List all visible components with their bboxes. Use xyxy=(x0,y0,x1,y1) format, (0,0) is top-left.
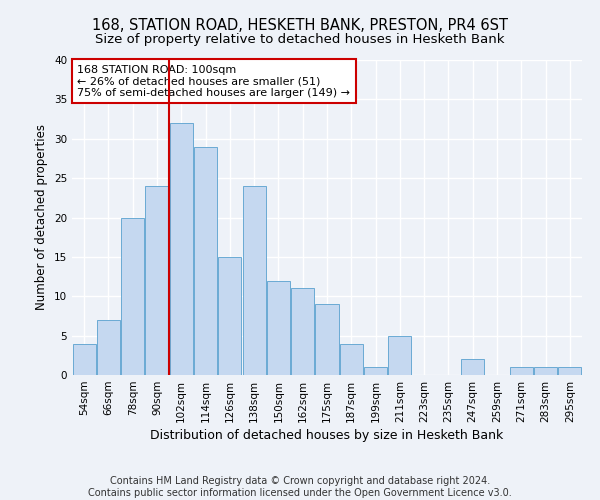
Text: 168, STATION ROAD, HESKETH BANK, PRESTON, PR4 6ST: 168, STATION ROAD, HESKETH BANK, PRESTON… xyxy=(92,18,508,32)
Text: Size of property relative to detached houses in Hesketh Bank: Size of property relative to detached ho… xyxy=(95,32,505,46)
Bar xyxy=(170,123,193,375)
Bar xyxy=(73,344,95,375)
Y-axis label: Number of detached properties: Number of detached properties xyxy=(35,124,49,310)
Bar xyxy=(340,344,363,375)
Bar xyxy=(97,320,120,375)
Bar xyxy=(559,367,581,375)
Bar xyxy=(510,367,533,375)
Text: Contains HM Land Registry data © Crown copyright and database right 2024.
Contai: Contains HM Land Registry data © Crown c… xyxy=(88,476,512,498)
Bar xyxy=(145,186,169,375)
Bar xyxy=(364,367,387,375)
Bar xyxy=(291,288,314,375)
Bar xyxy=(316,304,338,375)
Bar xyxy=(461,359,484,375)
Bar xyxy=(194,146,217,375)
Bar xyxy=(218,257,241,375)
Bar xyxy=(242,186,266,375)
Bar xyxy=(534,367,557,375)
X-axis label: Distribution of detached houses by size in Hesketh Bank: Distribution of detached houses by size … xyxy=(151,429,503,442)
Bar xyxy=(388,336,412,375)
Bar xyxy=(267,280,290,375)
Bar xyxy=(121,218,144,375)
Text: 168 STATION ROAD: 100sqm
← 26% of detached houses are smaller (51)
75% of semi-d: 168 STATION ROAD: 100sqm ← 26% of detach… xyxy=(77,64,350,98)
